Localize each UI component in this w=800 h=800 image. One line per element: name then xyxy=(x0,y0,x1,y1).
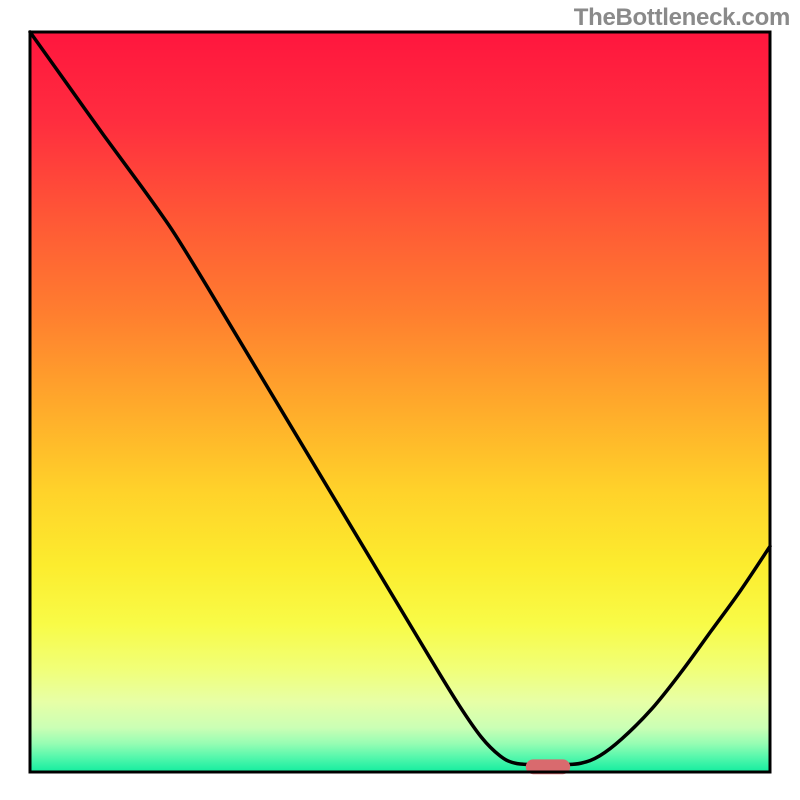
chart-background xyxy=(30,32,770,772)
bottleneck-chart: TheBottleneck.com xyxy=(0,0,800,800)
chart-svg xyxy=(0,0,800,800)
watermark-text: TheBottleneck.com xyxy=(574,4,790,32)
